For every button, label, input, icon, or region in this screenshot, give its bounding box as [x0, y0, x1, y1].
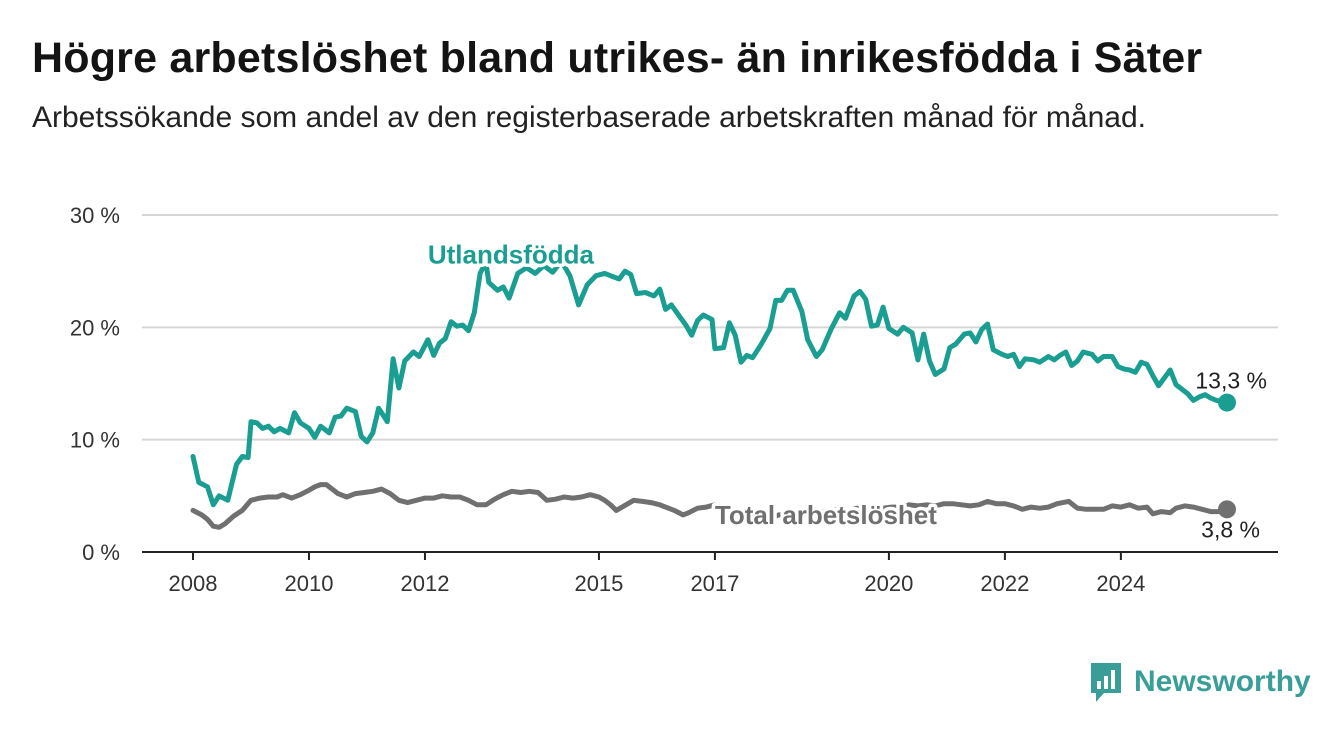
- chart-title: Högre arbetslöshet bland utrikes- än inr…: [32, 34, 1203, 82]
- x-tick-label: 2008: [169, 571, 218, 596]
- series-end-label: 3,8 %: [1201, 516, 1260, 542]
- y-tick-label: 20 %: [70, 315, 120, 340]
- brand: Newsworthy: [1088, 660, 1311, 704]
- series-end-point: [1218, 393, 1236, 412]
- x-tick-label: 2017: [690, 571, 739, 596]
- x-tick-label: 2024: [1096, 571, 1145, 596]
- x-tick-label: 2010: [285, 571, 334, 596]
- series-end-point: [1218, 500, 1236, 519]
- series-lines: [190, 258, 1236, 530]
- series-name-label: Total arbetslöshet: [715, 500, 937, 530]
- series-line-0: [190, 258, 1230, 508]
- series-labels: 13,3 % Utlandsfödda 3,8 % Total arbetslöshe…: [424, 236, 1267, 543]
- series-line-1: [190, 482, 1230, 530]
- series-name-label: Utlandsfödda: [428, 239, 595, 269]
- x-tick-label: 2020: [864, 571, 913, 596]
- x-tick-label: 2012: [400, 571, 449, 596]
- brand-name: Newsworthy: [1134, 665, 1311, 698]
- axes: 0 % 10 % 20 % 30 % 2008 2010 2012 2015 2017 2020 2…: [70, 203, 1278, 596]
- chart-subtitle: Arbetssökande som andel av den registerb…: [32, 101, 1146, 134]
- x-tick-label: 2015: [574, 571, 623, 596]
- y-tick-label: 0 %: [82, 540, 120, 565]
- newsworthy-logo-icon: [1091, 663, 1121, 702]
- y-tick-label: 30 %: [70, 203, 120, 228]
- x-tick-label: 2022: [980, 571, 1029, 596]
- gridlines: [142, 214, 1278, 441]
- y-tick-label: 10 %: [70, 428, 120, 453]
- series-end-label: 13,3 %: [1195, 368, 1267, 394]
